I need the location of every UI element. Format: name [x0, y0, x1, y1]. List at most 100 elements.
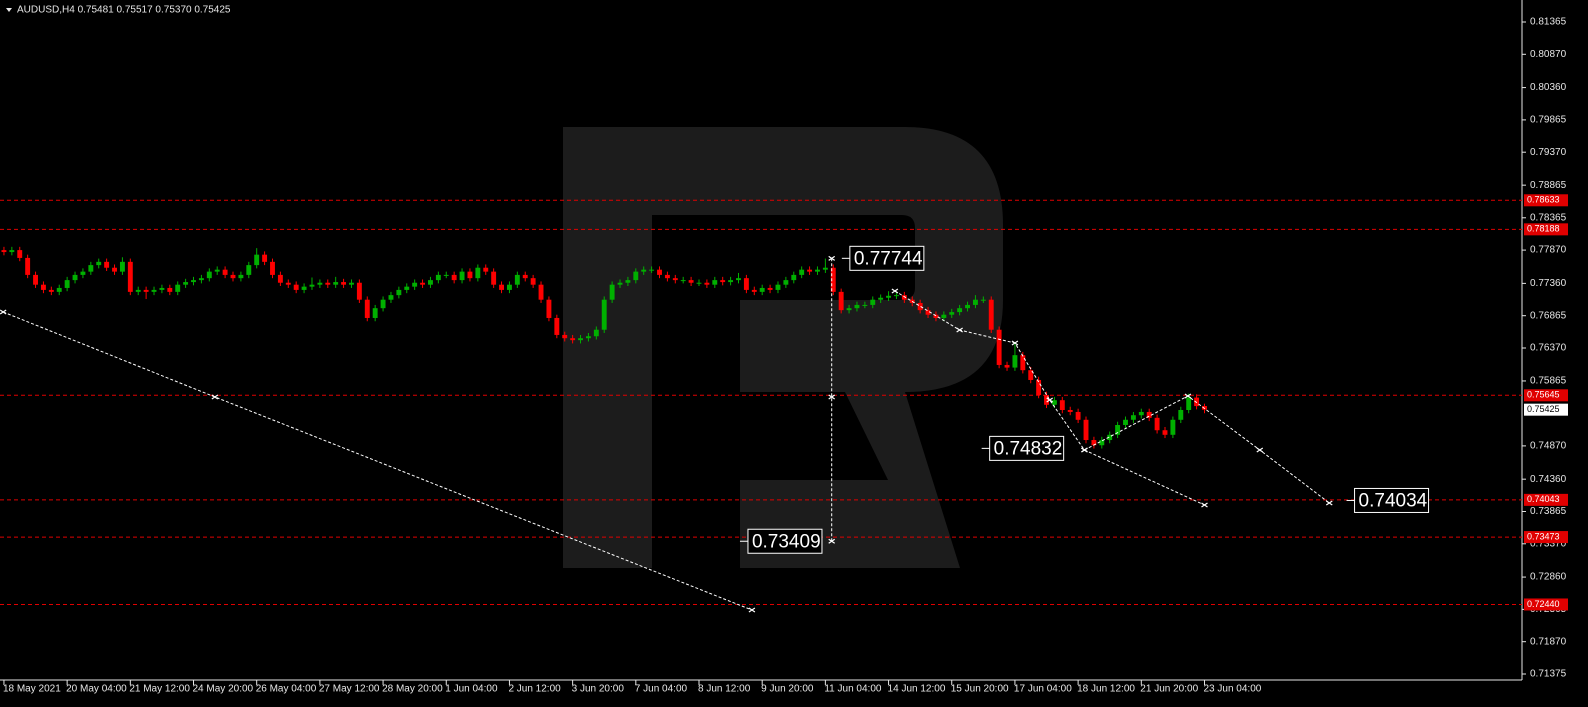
level-label: 0.74043 — [1527, 494, 1560, 504]
candle-body — [672, 278, 678, 281]
candle-body — [736, 278, 741, 281]
candle-body — [238, 274, 244, 279]
candle-body — [854, 304, 860, 309]
candle-body — [96, 261, 102, 266]
candle-body — [972, 299, 978, 305]
x-tick-label: 26 May 04:00 — [256, 684, 317, 695]
candle-body — [957, 308, 963, 313]
watermark-logo — [563, 127, 1003, 568]
y-tick-label: 0.81365 — [1530, 17, 1567, 28]
candle-body — [941, 314, 947, 318]
last-price-label: 0.75425 — [1527, 404, 1560, 414]
candle-body — [933, 314, 939, 318]
candle-body — [530, 278, 536, 285]
x-tick-label: 11 Jun 04:00 — [824, 684, 882, 695]
candle-body — [1107, 434, 1113, 441]
y-tick-label: 0.76865 — [1530, 310, 1567, 321]
forecast-point — [1201, 502, 1208, 508]
menu-triangle — [6, 8, 12, 12]
candle-body — [396, 289, 402, 296]
candle-body — [562, 334, 568, 339]
forecast-point — [0, 309, 7, 315]
candle-body — [625, 280, 631, 283]
candle-body — [167, 287, 173, 292]
candle-body — [420, 282, 426, 285]
forecast-line — [894, 290, 1205, 506]
annotation-label: 0.73409 — [752, 531, 821, 552]
candle-body — [775, 284, 781, 290]
candle-body — [617, 282, 623, 285]
candle-body — [949, 312, 955, 315]
candle-body — [822, 267, 828, 270]
candle-body — [72, 274, 78, 281]
candle-body — [704, 282, 710, 285]
candle-body — [830, 267, 836, 292]
candle-body — [112, 267, 117, 272]
annotation-box — [1354, 487, 1430, 513]
candle-body — [1186, 397, 1192, 410]
x-tick-label: 20 May 04:00 — [66, 684, 127, 695]
candle-body — [1154, 417, 1160, 431]
y-tick-label: 0.73370 — [1530, 538, 1567, 549]
logo-stem — [563, 127, 652, 568]
candle-body — [127, 261, 133, 292]
candle-body — [751, 289, 757, 292]
candle-body — [696, 282, 702, 284]
candle-body — [1130, 415, 1136, 420]
y-tick-label: 0.76370 — [1530, 343, 1567, 354]
candle-body — [728, 280, 734, 283]
candle-body — [317, 282, 323, 285]
x-tick-label: 28 May 20:00 — [382, 684, 443, 695]
x-tick-label: 21 May 12:00 — [129, 684, 190, 695]
candle-body — [680, 280, 686, 282]
candle-body — [546, 299, 552, 318]
candle-body — [230, 274, 236, 279]
candle-body — [475, 267, 481, 279]
candle-body — [815, 269, 820, 272]
candle-body — [372, 308, 378, 318]
candle-body — [333, 282, 339, 285]
y-tick-label: 0.78865 — [1530, 180, 1567, 191]
candle-body — [720, 280, 726, 283]
candle-body — [649, 269, 655, 271]
candle-body — [104, 261, 110, 268]
candle-body — [1020, 355, 1026, 371]
y-tick-label: 0.75865 — [1530, 376, 1567, 387]
x-tick-label: 8 Jun 12:00 — [698, 684, 751, 695]
candle-body — [48, 289, 54, 292]
candle-body — [570, 338, 576, 341]
y-tick-label: 0.80360 — [1530, 82, 1567, 93]
candle-body — [894, 295, 899, 297]
candle-body — [846, 308, 852, 311]
forecast-line — [1084, 395, 1330, 504]
candle-body — [538, 284, 544, 300]
level-label: 0.72440 — [1527, 599, 1560, 609]
y-tick-label: 0.79370 — [1530, 147, 1567, 158]
y-tick-label: 0.73865 — [1530, 506, 1567, 517]
candle-body — [356, 282, 362, 300]
annotation-label: 0.77744 — [854, 248, 923, 269]
candle-body — [222, 269, 228, 275]
candle-body — [838, 291, 844, 311]
x-tick-label: 24 May 20:00 — [193, 684, 254, 695]
candle-body — [1004, 364, 1010, 368]
candle-body — [380, 299, 386, 309]
level-label-box — [1524, 598, 1568, 611]
candle-body — [428, 280, 433, 285]
candle-body — [1051, 400, 1057, 405]
candle-body — [262, 254, 268, 262]
candle-body — [878, 297, 884, 300]
candle-body — [1138, 411, 1144, 416]
candle-body — [965, 304, 970, 309]
level-label: 0.78188 — [1527, 224, 1560, 234]
candle-body — [759, 287, 765, 292]
candle-body — [917, 302, 923, 311]
candle-body — [33, 274, 38, 285]
candle-body — [309, 284, 315, 287]
candle-body — [601, 299, 607, 330]
candle-body — [64, 280, 70, 288]
y-tick-label: 0.71375 — [1530, 669, 1567, 680]
candle-body — [1194, 397, 1200, 407]
